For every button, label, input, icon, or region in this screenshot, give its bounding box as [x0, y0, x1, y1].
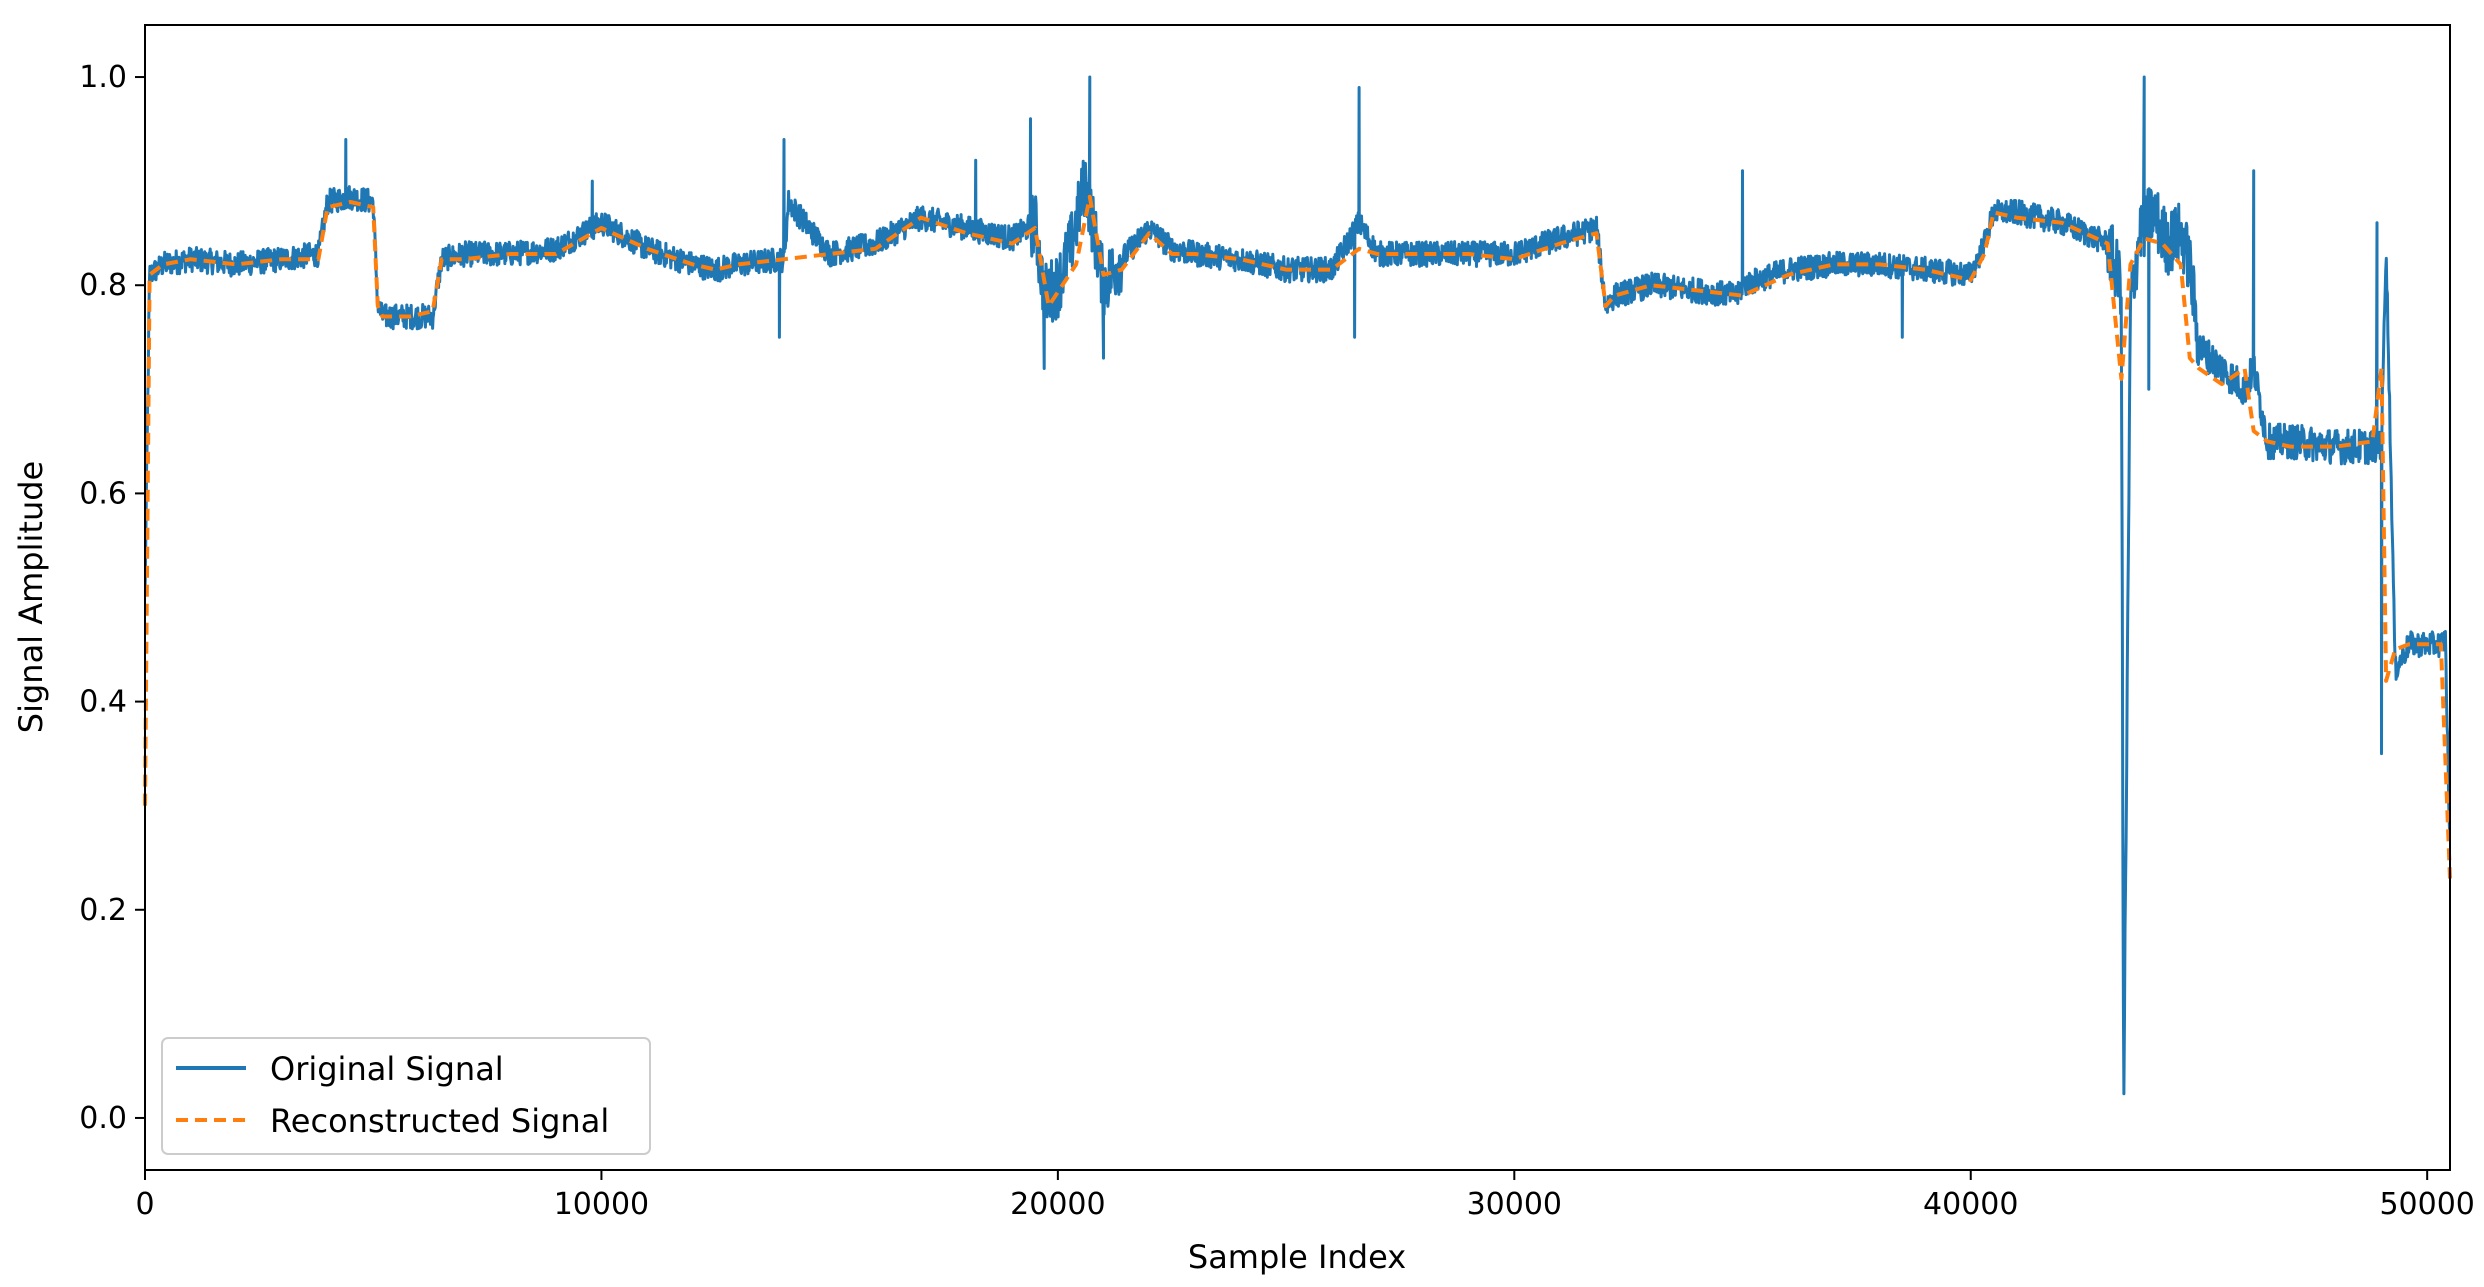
x-axis-label: Sample Index [1188, 1238, 1406, 1276]
series-reconstructed-signal [143, 194, 2452, 879]
x-tick-label: 20000 [1010, 1187, 1105, 1222]
legend-label-original: Original Signal [270, 1050, 504, 1088]
axis-ticks: 0 10000 20000 30000 40000 50000 0.0 0.2 0.4 0.6 0.… [79, 60, 2475, 1222]
x-tick-label: 10000 [554, 1187, 649, 1222]
plot-frame [144, 24, 2451, 1171]
x-tick-label: 50000 [2379, 1187, 2474, 1222]
plot-layer [143, 75, 2452, 1096]
x-tick-label: 30000 [1467, 1187, 1562, 1222]
y-tick-label: 0.6 [79, 476, 127, 511]
legend-box [161, 1037, 651, 1155]
y-tick-label: 0.8 [79, 268, 127, 303]
x-tick-label: 0 [135, 1187, 154, 1222]
y-axis-label: Signal Amplitude [12, 461, 50, 733]
x-tick-label: 40000 [1923, 1187, 2018, 1222]
legend: Original Signal Reconstructed Signal [161, 1037, 651, 1155]
y-tick-label: 0.0 [79, 1101, 127, 1136]
y-tick-label: 1.0 [79, 60, 127, 95]
legend-label-reconstructed: Reconstructed Signal [270, 1102, 609, 1140]
series-original-signal [145, 75, 2450, 1096]
y-tick-label: 0.4 [79, 685, 127, 720]
y-tick-label: 0.2 [79, 893, 127, 928]
